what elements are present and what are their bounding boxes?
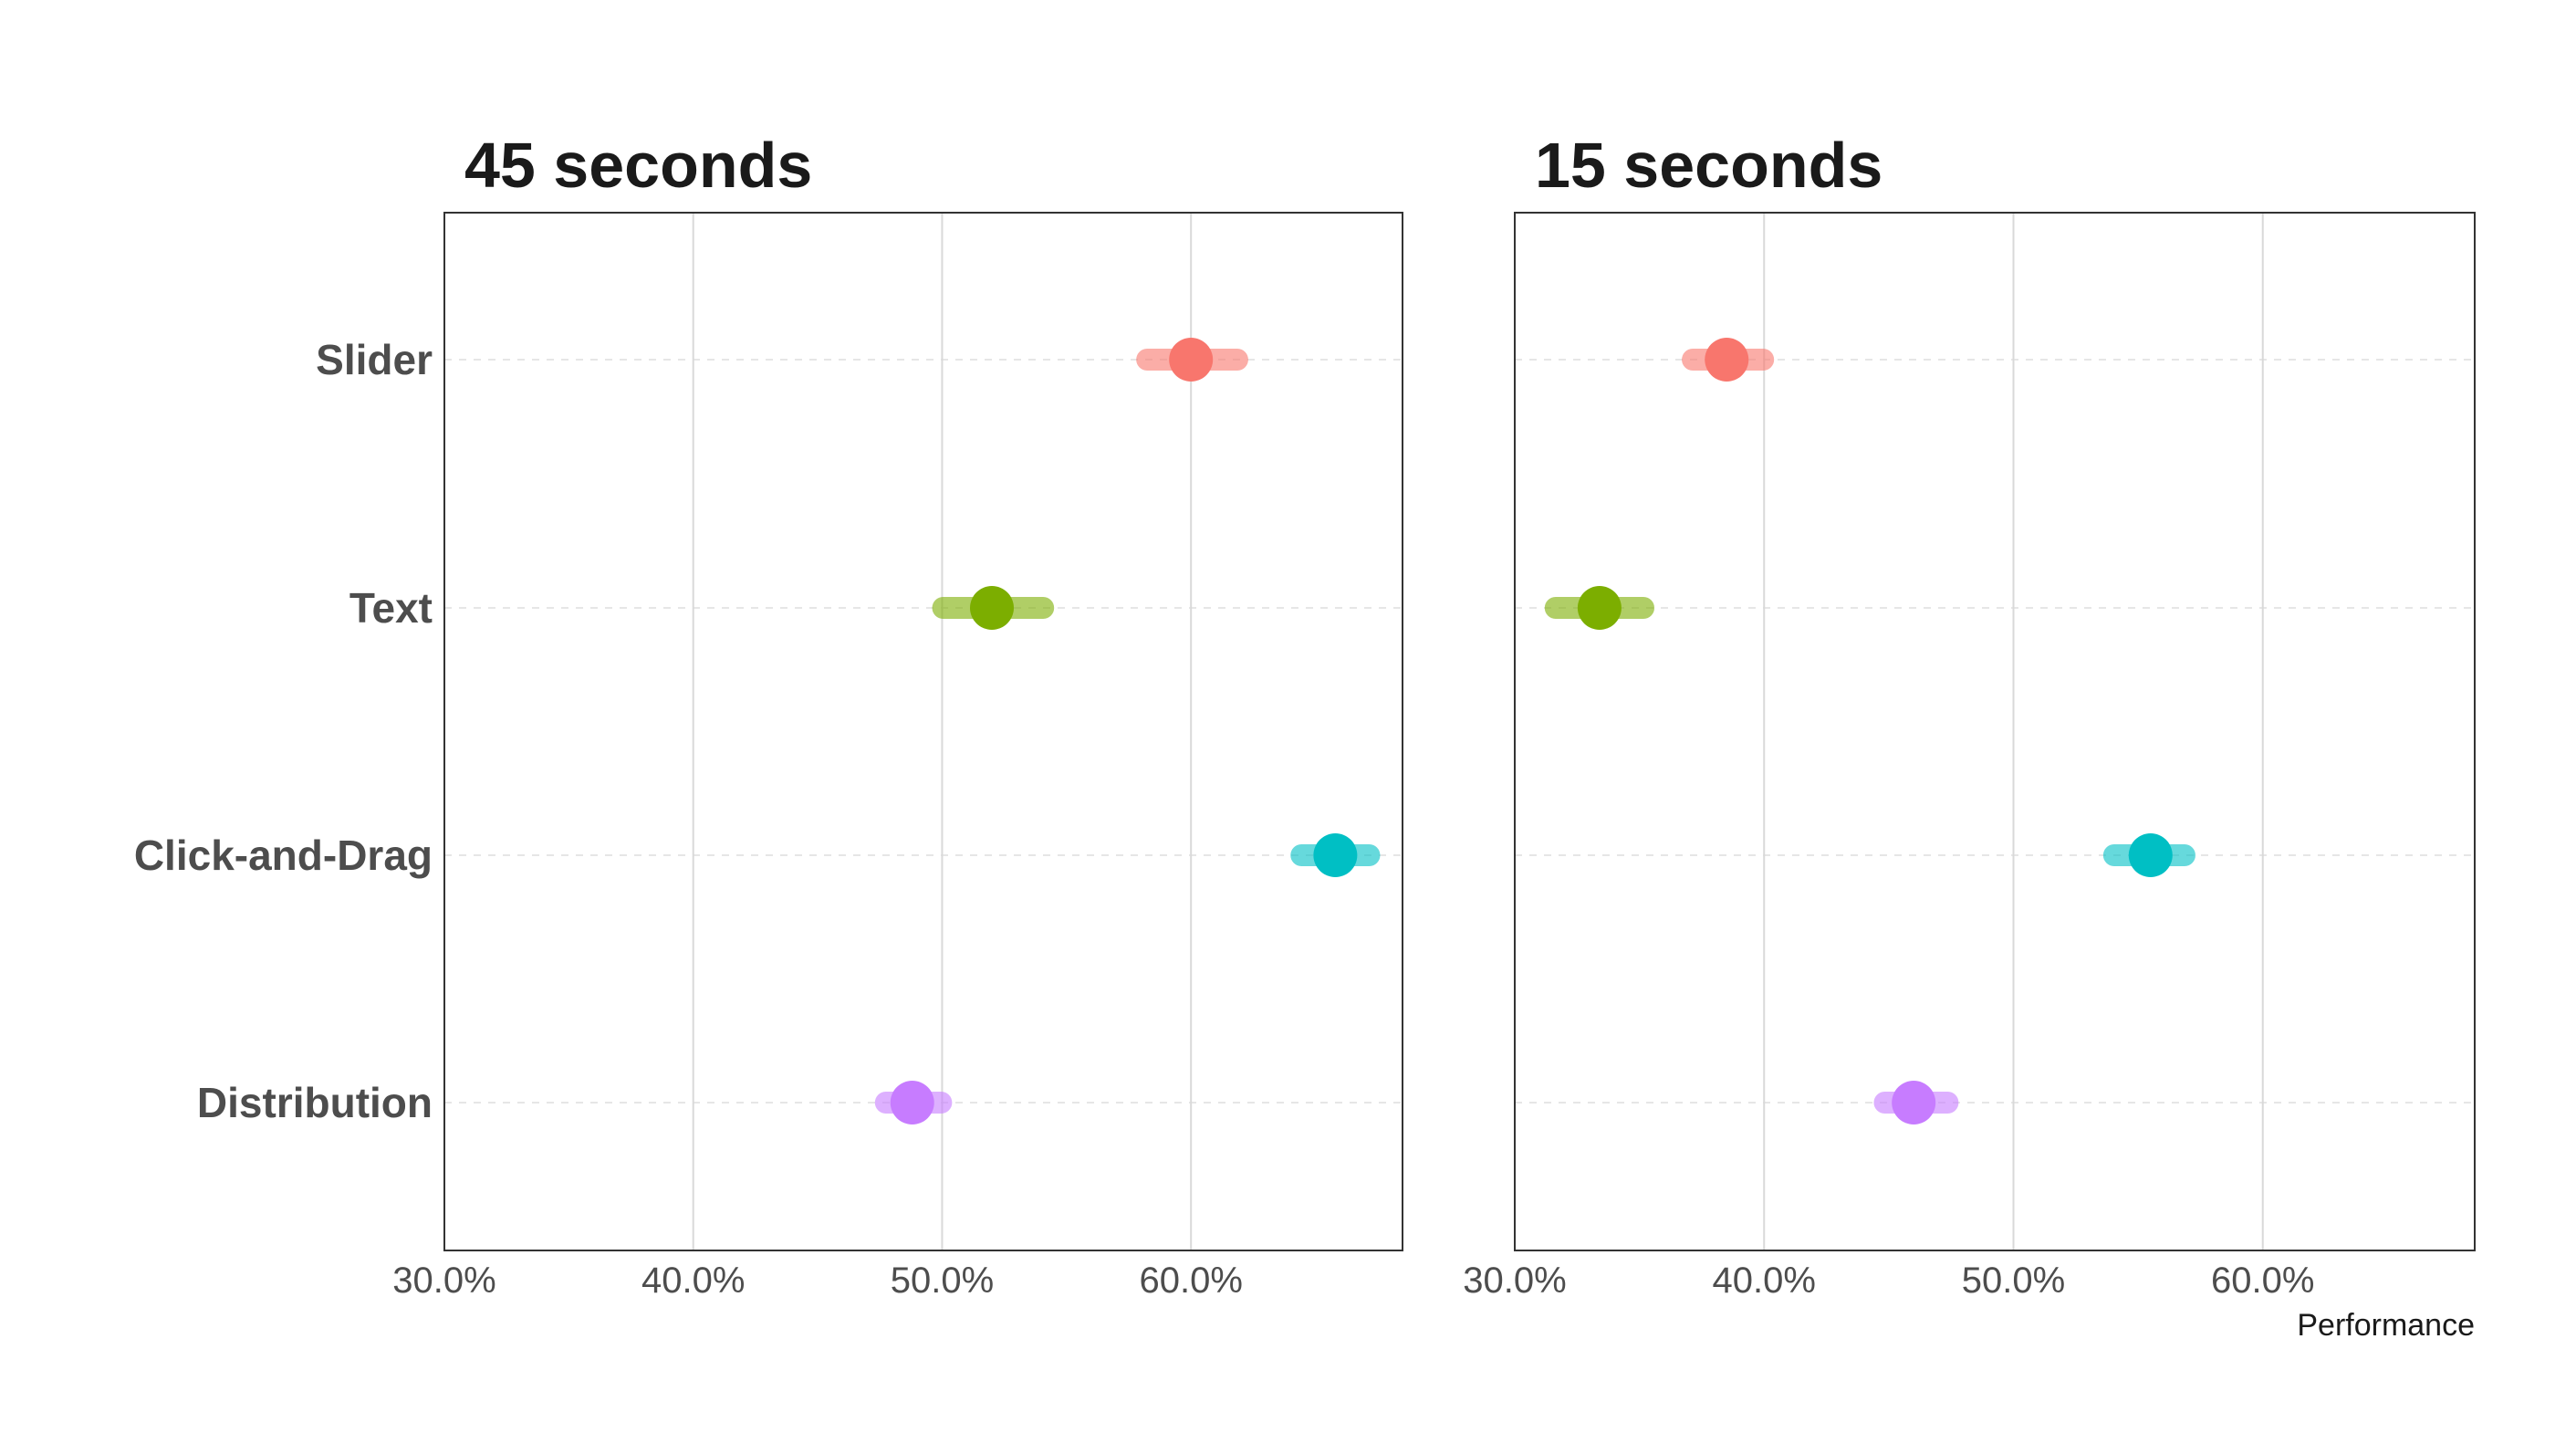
point-distribution	[890, 1081, 934, 1124]
x-tick-label: 50.0%	[1962, 1260, 2065, 1301]
point-text	[970, 586, 1014, 630]
x-tick-label: 40.0%	[1713, 1260, 1816, 1301]
category-label-distribution: Distribution	[197, 1079, 433, 1126]
x-axis-title: Performance	[2297, 1308, 2475, 1343]
panel-title: 15 seconds	[1535, 130, 1882, 201]
x-tick-label: 60.0%	[1139, 1260, 1242, 1301]
point-text	[1577, 586, 1622, 630]
point-slider	[1169, 338, 1214, 382]
category-label-text: Text	[349, 584, 433, 632]
x-tick-label: 50.0%	[891, 1260, 994, 1301]
panel-title: 45 seconds	[464, 130, 812, 201]
panel-border	[443, 212, 1403, 1251]
category-label-click-and-drag: Click-and-Drag	[134, 832, 433, 879]
panel-15-seconds: 15 seconds 30.0% 40.0% 50.0% 60.0%	[1463, 130, 2476, 1301]
panel-45-seconds: 45 seconds 30.0% 40.0% 50.0% 60.0%	[392, 130, 1403, 1301]
point-distribution	[1892, 1081, 1936, 1124]
x-tick-label: 40.0%	[641, 1260, 745, 1301]
point-slider	[1705, 338, 1749, 382]
category-label-slider: Slider	[316, 336, 433, 383]
point-click-and-drag	[1313, 833, 1358, 877]
point-click-and-drag	[2128, 833, 2173, 877]
x-tick-label: 30.0%	[1463, 1260, 1566, 1301]
x-tick-label: 60.0%	[2211, 1260, 2314, 1301]
panel-border	[1514, 212, 2476, 1251]
x-tick-label: 30.0%	[392, 1260, 495, 1301]
